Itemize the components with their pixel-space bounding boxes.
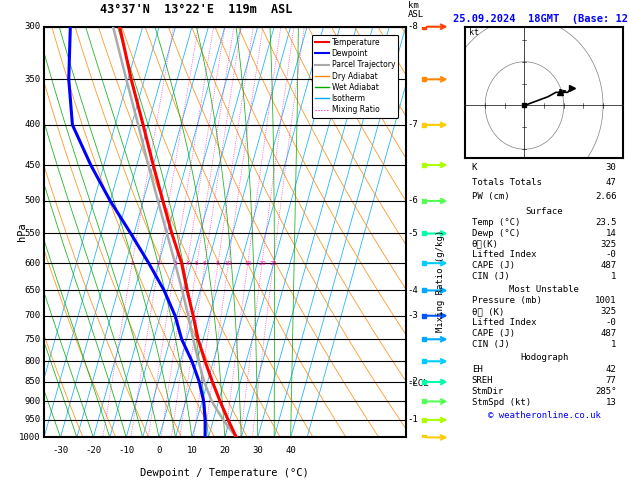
Text: 400: 400 xyxy=(25,121,40,129)
Text: 10: 10 xyxy=(187,446,198,454)
Text: K: K xyxy=(472,163,477,172)
Text: 40: 40 xyxy=(286,446,296,454)
Text: 950: 950 xyxy=(25,416,40,424)
Text: 30: 30 xyxy=(606,163,616,172)
Text: 850: 850 xyxy=(25,378,40,386)
Text: 300: 300 xyxy=(25,22,40,31)
Text: kt: kt xyxy=(469,29,479,37)
Text: 42: 42 xyxy=(606,364,616,374)
Text: Temp (°C): Temp (°C) xyxy=(472,218,520,227)
Text: θᴇ (K): θᴇ (K) xyxy=(472,307,504,316)
Text: 600: 600 xyxy=(25,259,40,268)
Text: -8: -8 xyxy=(408,22,418,31)
Text: Hodograph: Hodograph xyxy=(520,353,568,363)
Text: 30: 30 xyxy=(252,446,263,454)
Text: 8: 8 xyxy=(216,260,220,266)
Text: 800: 800 xyxy=(25,357,40,366)
Text: SREH: SREH xyxy=(472,376,493,385)
Text: Dewpoint / Temperature (°C): Dewpoint / Temperature (°C) xyxy=(140,468,309,478)
Text: 1: 1 xyxy=(611,272,616,281)
Text: EH: EH xyxy=(472,364,482,374)
Text: 4: 4 xyxy=(186,260,189,266)
Text: 25.09.2024  18GMT  (Base: 12): 25.09.2024 18GMT (Base: 12) xyxy=(454,14,629,24)
Text: 10: 10 xyxy=(225,260,232,266)
Text: Pressure (mb): Pressure (mb) xyxy=(472,296,542,305)
Text: -20: -20 xyxy=(86,446,101,454)
Text: Surface: Surface xyxy=(525,208,563,216)
Text: StmSpd (kt): StmSpd (kt) xyxy=(472,398,531,407)
Text: 2.66: 2.66 xyxy=(595,192,616,201)
Text: 13: 13 xyxy=(606,398,616,407)
Text: 550: 550 xyxy=(25,229,40,238)
Text: StmDir: StmDir xyxy=(472,387,504,396)
Text: 450: 450 xyxy=(25,160,40,170)
Text: CIN (J): CIN (J) xyxy=(472,340,509,349)
Text: -6: -6 xyxy=(408,196,418,206)
Text: 285°: 285° xyxy=(595,387,616,396)
Text: CAPE (J): CAPE (J) xyxy=(472,329,515,338)
Text: 325: 325 xyxy=(600,307,616,316)
Text: 1: 1 xyxy=(611,340,616,349)
Text: 20: 20 xyxy=(220,446,230,454)
Text: -30: -30 xyxy=(52,446,69,454)
Text: CAPE (J): CAPE (J) xyxy=(472,261,515,270)
Text: 1001: 1001 xyxy=(595,296,616,305)
Text: 23.5: 23.5 xyxy=(595,218,616,227)
Text: PW (cm): PW (cm) xyxy=(472,192,509,201)
Text: 77: 77 xyxy=(606,376,616,385)
Text: 650: 650 xyxy=(25,286,40,295)
Text: 25: 25 xyxy=(269,260,277,266)
Text: 0: 0 xyxy=(157,446,162,454)
Text: © weatheronline.co.uk: © weatheronline.co.uk xyxy=(487,411,601,420)
Text: 5: 5 xyxy=(195,260,199,266)
Text: θᴇ(K): θᴇ(K) xyxy=(472,240,499,249)
Text: hPa: hPa xyxy=(18,223,27,242)
Text: -4: -4 xyxy=(408,286,418,295)
Text: 1000: 1000 xyxy=(19,433,40,442)
Text: -0: -0 xyxy=(606,250,616,260)
Text: -1: -1 xyxy=(408,416,418,424)
Text: 6: 6 xyxy=(203,260,207,266)
Text: 1: 1 xyxy=(130,260,134,266)
Text: CIN (J): CIN (J) xyxy=(472,272,509,281)
Text: 487: 487 xyxy=(600,261,616,270)
Text: -LCL: -LCL xyxy=(408,380,429,388)
Text: 3: 3 xyxy=(173,260,177,266)
Text: 750: 750 xyxy=(25,335,40,344)
Text: 20: 20 xyxy=(258,260,266,266)
Text: 2: 2 xyxy=(157,260,161,266)
Text: 43°37'N  13°22'E  119m  ASL: 43°37'N 13°22'E 119m ASL xyxy=(100,3,292,17)
Text: Lifted Index: Lifted Index xyxy=(472,318,537,327)
Text: -10: -10 xyxy=(118,446,134,454)
Text: -0: -0 xyxy=(606,318,616,327)
Text: 325: 325 xyxy=(600,240,616,249)
Text: 14: 14 xyxy=(606,229,616,238)
Text: -2: -2 xyxy=(408,378,418,386)
Text: Mixing Ratio (g/kg): Mixing Ratio (g/kg) xyxy=(436,230,445,332)
Text: -5: -5 xyxy=(408,229,418,238)
Text: 350: 350 xyxy=(25,75,40,84)
Text: Most Unstable: Most Unstable xyxy=(509,285,579,295)
Text: 900: 900 xyxy=(25,397,40,406)
Text: Lifted Index: Lifted Index xyxy=(472,250,537,260)
Text: -7: -7 xyxy=(408,121,418,129)
Text: Totals Totals: Totals Totals xyxy=(472,178,542,187)
Text: 500: 500 xyxy=(25,196,40,206)
Text: km
ASL: km ASL xyxy=(408,0,424,18)
Legend: Temperature, Dewpoint, Parcel Trajectory, Dry Adiabat, Wet Adiabat, Isotherm, Mi: Temperature, Dewpoint, Parcel Trajectory… xyxy=(312,35,398,118)
Text: 487: 487 xyxy=(600,329,616,338)
Text: 15: 15 xyxy=(244,260,252,266)
Text: -3: -3 xyxy=(408,311,418,320)
Text: 700: 700 xyxy=(25,311,40,320)
Text: Dewp (°C): Dewp (°C) xyxy=(472,229,520,238)
Text: 47: 47 xyxy=(606,178,616,187)
